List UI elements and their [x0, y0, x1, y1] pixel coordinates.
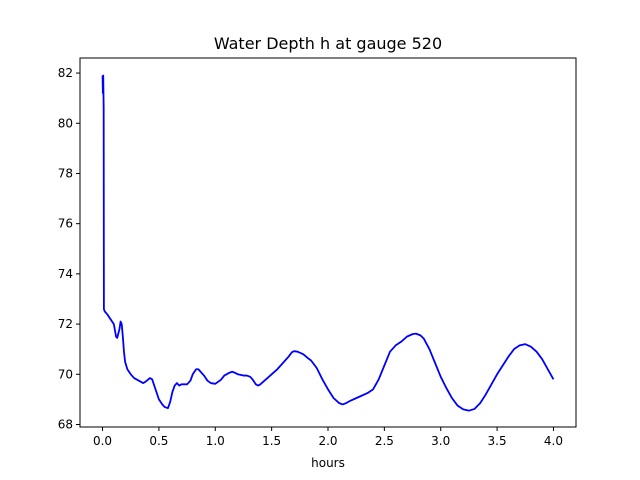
y-tick-label: 68 — [58, 417, 73, 431]
x-axis-ticks: 0.0 0.5 1.0 1.5 2.0 2.5 3.0 3.5 4.0 — [93, 427, 563, 448]
x-tick-label: 3.5 — [488, 434, 507, 448]
y-tick-label: 82 — [58, 66, 73, 80]
y-tick-label: 80 — [58, 116, 73, 130]
x-tick-label: 4.0 — [544, 434, 563, 448]
y-tick-label: 76 — [58, 217, 73, 231]
x-tick-label: 2.0 — [318, 434, 337, 448]
chart-title: Water Depth h at gauge 520 — [214, 34, 442, 53]
x-tick-label: 3.0 — [431, 434, 450, 448]
plot-area — [101, 74, 555, 412]
x-tick-label: 0.5 — [149, 434, 168, 448]
x-tick-label: 0.0 — [93, 434, 112, 448]
series-line — [101, 74, 555, 412]
plot-frame — [79, 57, 577, 428]
y-tick-label: 72 — [58, 317, 73, 331]
x-tick-label: 2.5 — [375, 434, 394, 448]
x-axis-label: hours — [311, 456, 345, 470]
y-tick-label: 70 — [58, 367, 73, 381]
x-tick-label: 1.5 — [262, 434, 281, 448]
x-tick-label: 1.0 — [206, 434, 225, 448]
y-axis-ticks: 68 70 72 74 76 78 80 82 — [58, 66, 80, 431]
y-tick-label: 74 — [58, 267, 73, 281]
y-tick-label: 78 — [58, 166, 73, 180]
